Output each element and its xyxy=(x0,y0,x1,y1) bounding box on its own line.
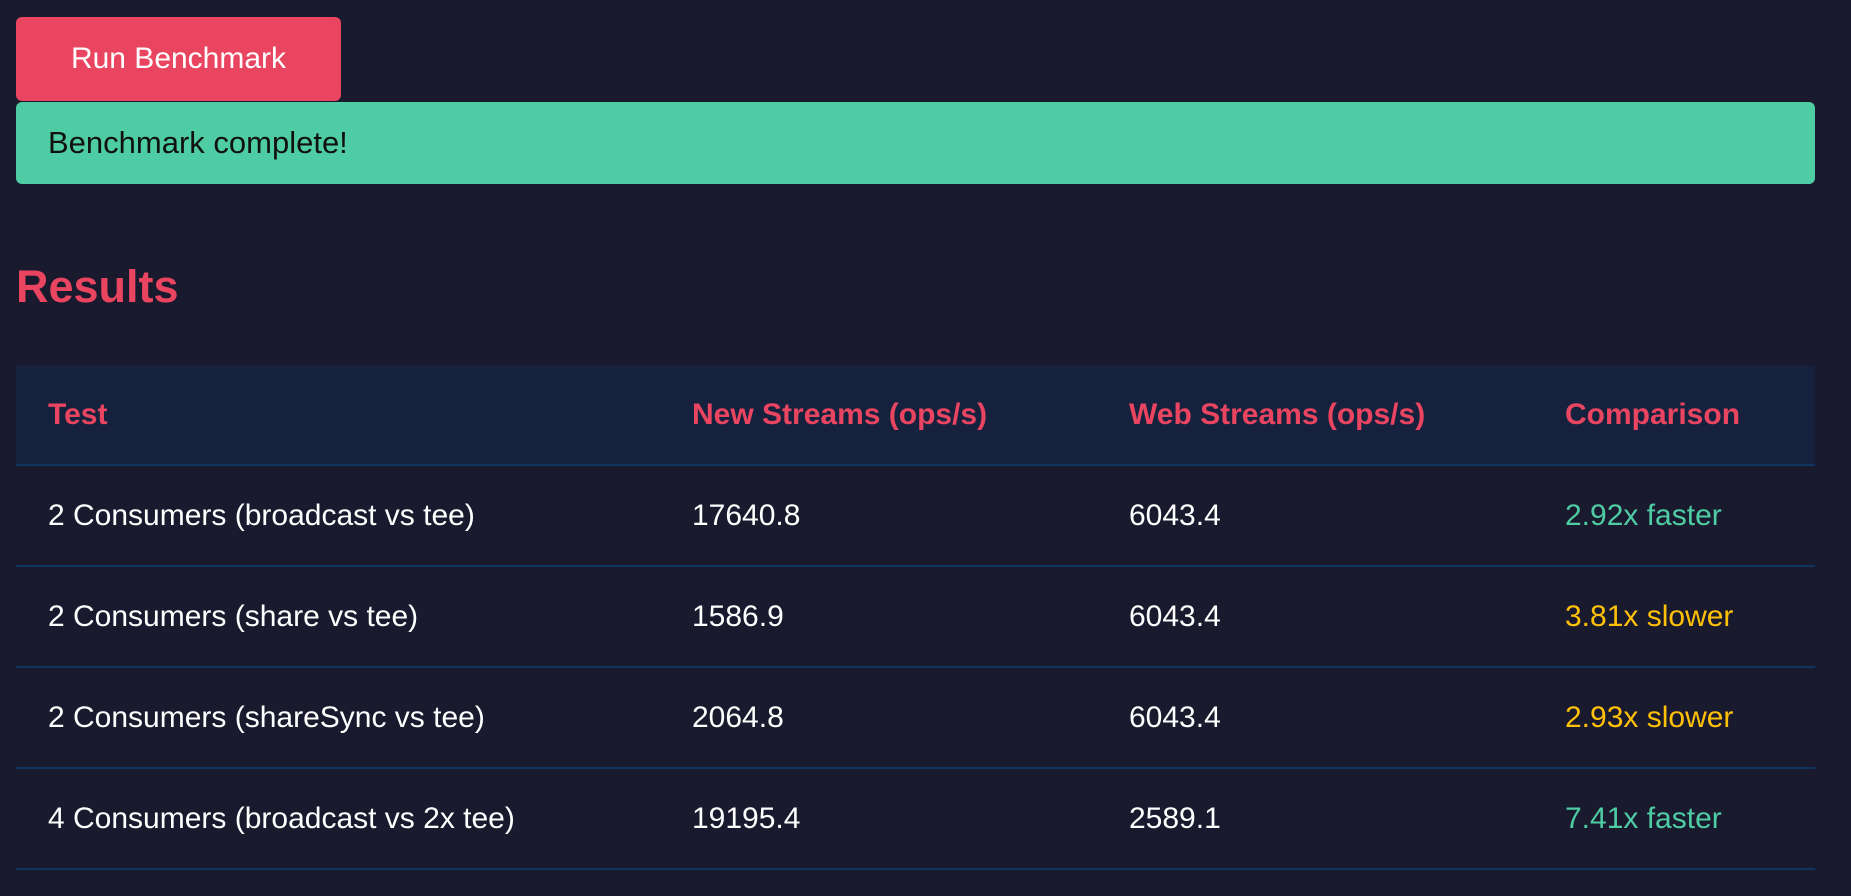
web-streams-cell: 6043.4 xyxy=(1097,465,1533,567)
column-header-test: Test xyxy=(16,365,660,466)
test-name-cell: 2 Consumers (share vs tee) xyxy=(16,566,660,668)
table-header-row: Test New Streams (ops/s) Web Streams (op… xyxy=(16,365,1815,466)
column-header-comparison: Comparison xyxy=(1533,365,1815,466)
comparison-cell: 3.81x slower xyxy=(1533,566,1815,668)
column-header-new-streams: New Streams (ops/s) xyxy=(660,365,1097,466)
table-row: 2 Consumers (shareSync vs tee) 2064.8 60… xyxy=(16,667,1815,769)
status-message: Benchmark complete! xyxy=(48,125,348,160)
new-streams-cell: 19195.4 xyxy=(660,768,1097,870)
web-streams-cell: 6043.4 xyxy=(1097,667,1533,769)
test-name-cell: 2 Consumers (broadcast vs tee) xyxy=(16,465,660,567)
new-streams-cell: 2064.8 xyxy=(660,667,1097,769)
status-banner: Benchmark complete! xyxy=(16,102,1815,184)
test-name-cell: 4 Consumers (broadcast vs 2x tee) xyxy=(16,768,660,870)
results-table: Test New Streams (ops/s) Web Streams (op… xyxy=(16,365,1815,870)
new-streams-cell: 1586.9 xyxy=(660,566,1097,668)
table-row: 2 Consumers (share vs tee) 1586.9 6043.4… xyxy=(16,566,1815,668)
new-streams-cell: 17640.8 xyxy=(660,465,1097,567)
column-header-web-streams: Web Streams (ops/s) xyxy=(1097,365,1533,466)
comparison-cell: 2.93x slower xyxy=(1533,667,1815,769)
web-streams-cell: 2589.1 xyxy=(1097,768,1533,870)
table-row: 2 Consumers (broadcast vs tee) 17640.8 6… xyxy=(16,465,1815,567)
run-benchmark-button[interactable]: Run Benchmark xyxy=(16,17,341,101)
comparison-cell: 2.92x faster xyxy=(1533,465,1815,567)
table-row: 4 Consumers (broadcast vs 2x tee) 19195.… xyxy=(16,768,1815,870)
results-heading: Results xyxy=(16,261,179,312)
test-name-cell: 2 Consumers (shareSync vs tee) xyxy=(16,667,660,769)
comparison-cell: 7.41x faster xyxy=(1533,768,1815,870)
web-streams-cell: 6043.4 xyxy=(1097,566,1533,668)
